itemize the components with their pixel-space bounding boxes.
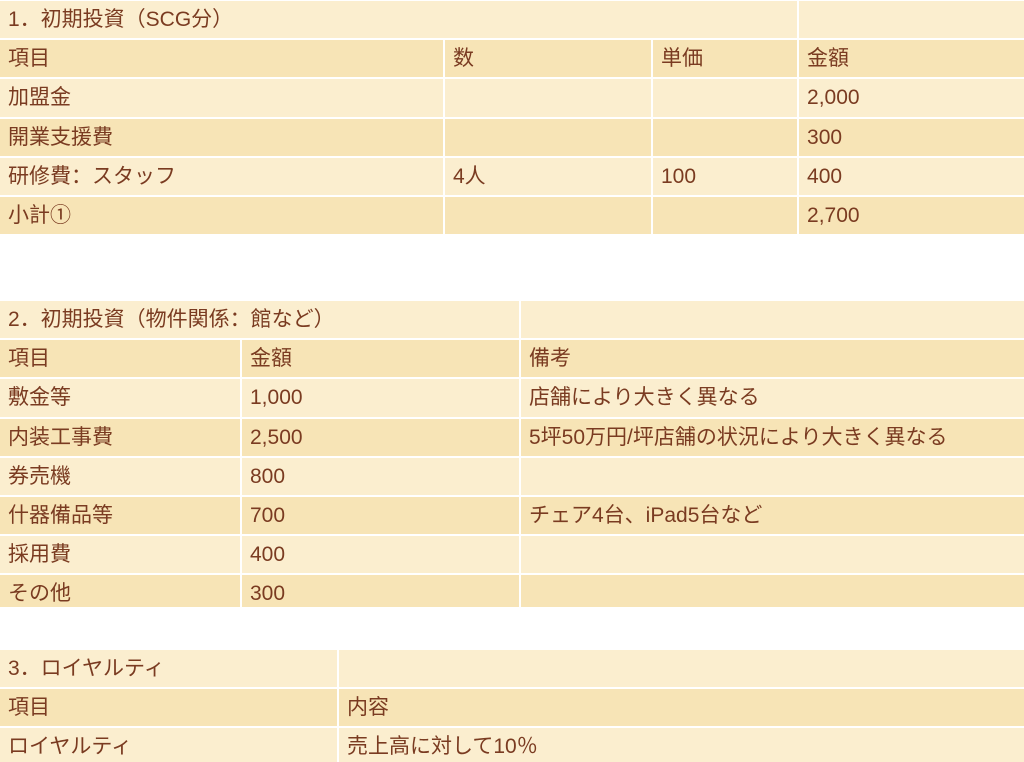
cell-label: 加盟金: [0, 78, 444, 117]
cell-amount: 2,700: [798, 196, 1024, 235]
cell-label: 敷金等: [0, 378, 241, 417]
table-initial-investment-scg: 1．初期投資（SCG分） 項目 数 単価 金額 加盟金 2,000 開業支援費 …: [0, 1, 1024, 236]
table-row: 敷金等 1,000 店舗により大きく異なる: [0, 378, 1024, 417]
cell-content: 売上高に対して10％: [338, 727, 1024, 762]
cell-label: その他: [0, 574, 241, 607]
empty-cell: [338, 650, 1024, 688]
cell-note: チェア4台、iPad5台など: [520, 496, 1024, 535]
col-header: 項目: [0, 39, 444, 78]
table-row: その他 300: [0, 574, 1024, 607]
cell-amount: 400: [798, 157, 1024, 196]
col-header: 単価: [652, 39, 798, 78]
section-title: 1．初期投資（SCG分）: [0, 1, 798, 39]
cell-amount: 300: [241, 574, 520, 607]
cell-unit: [652, 196, 798, 235]
cell-amount: 1,000: [241, 378, 520, 417]
section-title: 2．初期投資（物件関係：館など）: [0, 301, 520, 339]
table-row: 開業支援費 300: [0, 118, 1024, 157]
section-title: 3．ロイヤルティ: [0, 650, 338, 688]
table-row: 3．ロイヤルティ: [0, 650, 1024, 688]
table-royalty: 3．ロイヤルティ 項目 内容 ロイヤルティ 売上高に対して10％: [0, 650, 1024, 762]
table-row: 項目 内容: [0, 688, 1024, 727]
cell-label: 内装工事費: [0, 418, 241, 457]
cell-note: [520, 457, 1024, 496]
cell-qty: [444, 196, 652, 235]
cell-unit: [652, 78, 798, 117]
table-row: 内装工事費 2,500 5坪50万円/坪店舗の状況により大きく異なる: [0, 418, 1024, 457]
empty-cell: [520, 301, 1024, 339]
table-row: 券売機 800: [0, 457, 1024, 496]
cell-label: 券売機: [0, 457, 241, 496]
table-row: 加盟金 2,000: [0, 78, 1024, 117]
cell-label: 小計①: [0, 196, 444, 235]
col-header: 項目: [0, 688, 338, 727]
table-initial-investment-property: 2．初期投資（物件関係：館など） 項目 金額 備考 敷金等 1,000 店舗によ…: [0, 301, 1024, 609]
cell-note: [520, 574, 1024, 607]
table-row: 研修費：スタッフ 4人 100 400: [0, 157, 1024, 196]
col-header: 備考: [520, 339, 1024, 378]
cell-note: 5坪50万円/坪店舗の状況により大きく異なる: [520, 418, 1024, 457]
cell-unit: [652, 118, 798, 157]
table-row: 什器備品等 700 チェア4台、iPad5台など: [0, 496, 1024, 535]
table-row: ロイヤルティ 売上高に対して10％: [0, 727, 1024, 762]
cell-qty: [444, 78, 652, 117]
table-row: 採用費 400: [0, 535, 1024, 574]
cell-qty: 4人: [444, 157, 652, 196]
col-header: 数: [444, 39, 652, 78]
table-row: 小計① 2,700: [0, 196, 1024, 235]
cell-amount: 2,500: [241, 418, 520, 457]
cell-note: 店舗により大きく異なる: [520, 378, 1024, 417]
cell-amount: 400: [241, 535, 520, 574]
table-row: 項目 金額 備考: [0, 339, 1024, 378]
cell-amount: 300: [798, 118, 1024, 157]
col-header: 項目: [0, 339, 241, 378]
cell-label: ロイヤルティ: [0, 727, 338, 762]
col-header: 内容: [338, 688, 1024, 727]
cell-qty: [444, 118, 652, 157]
col-header: 金額: [798, 39, 1024, 78]
cell-note: [520, 535, 1024, 574]
cell-label: 採用費: [0, 535, 241, 574]
cell-amount: 700: [241, 496, 520, 535]
table-row: 2．初期投資（物件関係：館など）: [0, 301, 1024, 339]
cell-amount: 800: [241, 457, 520, 496]
cell-label: 研修費：スタッフ: [0, 157, 444, 196]
empty-cell: [798, 1, 1024, 39]
cell-unit: 100: [652, 157, 798, 196]
cell-label: 什器備品等: [0, 496, 241, 535]
cell-label: 開業支援費: [0, 118, 444, 157]
cell-amount: 2,000: [798, 78, 1024, 117]
table-row: 1．初期投資（SCG分）: [0, 1, 1024, 39]
col-header: 金額: [241, 339, 520, 378]
table-row: 項目 数 単価 金額: [0, 39, 1024, 78]
